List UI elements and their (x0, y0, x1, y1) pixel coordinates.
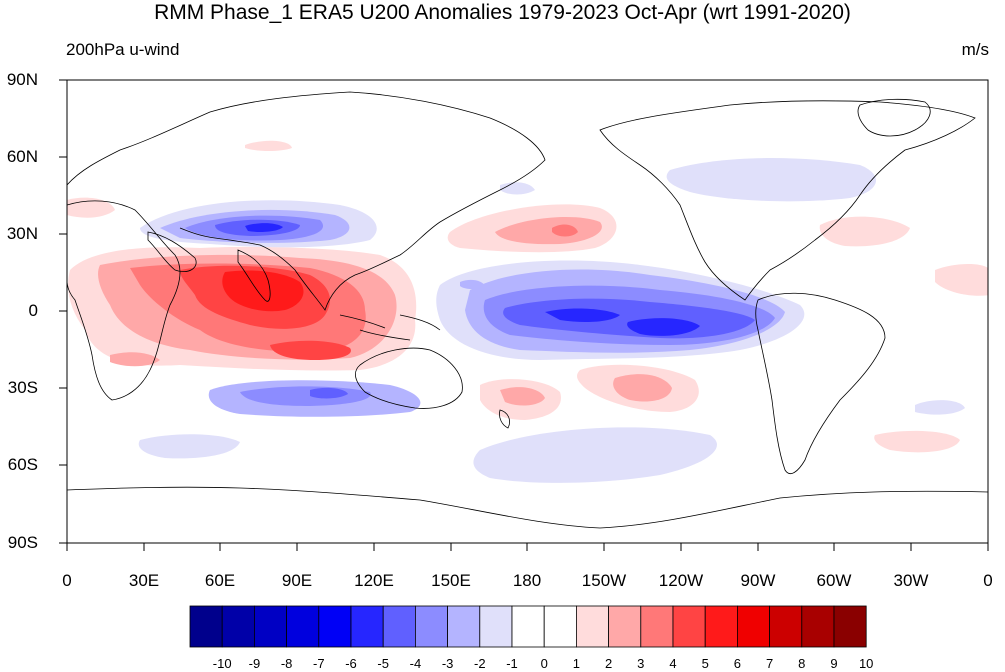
eurasia-coast (67, 91, 546, 311)
lon-label: 120E (354, 571, 394, 590)
colorbar-tick-label: -4 (409, 656, 422, 671)
colorbar-tick-label: 0 (540, 656, 548, 671)
axis-ticks (59, 79, 989, 551)
colorbar-tick-label: -6 (345, 656, 357, 671)
australia-coast (355, 347, 463, 409)
colorbar-tick-label: -5 (377, 656, 389, 671)
lon-label: 150W (581, 571, 627, 590)
colorbar-swatch (704, 605, 738, 648)
india-coast (237, 249, 271, 302)
lat-label: 60S (7, 455, 38, 474)
colorbar-swatch (479, 605, 513, 648)
colorbar-tick-label: -3 (441, 656, 454, 671)
colorbar-tick-label: 10 (858, 656, 874, 671)
north-america-coast (599, 100, 976, 301)
lon-label: 120W (658, 571, 704, 590)
colorbar-tick-label: -10 (212, 656, 232, 671)
lon-label: 90W (740, 571, 776, 590)
units-label: m/s (961, 40, 989, 59)
variable-label: 200hPa u-wind (66, 40, 180, 59)
colorbar-swatch (318, 605, 352, 648)
africa-coast (67, 200, 181, 401)
lon-label: 30E (128, 571, 160, 590)
lon-label: 60E (204, 571, 236, 590)
lon-label: 60W (816, 571, 852, 590)
colorbar-swatch (286, 605, 320, 648)
colorbar-tick-label: 2 (604, 656, 613, 671)
colorbar-swatch (576, 605, 610, 648)
new-zealand-coast (499, 409, 510, 429)
colorbar-swatch (447, 605, 481, 648)
colorbar-tick-label: -8 (280, 656, 293, 671)
lon-label: 90E (281, 571, 313, 590)
colorbar-tick-label: 3 (637, 656, 645, 671)
colorbar-swatch (543, 605, 577, 648)
lat-label: 90N (6, 70, 38, 89)
lat-label: 60N (6, 147, 38, 166)
colorbar-swatch (737, 605, 771, 648)
colorbar-swatch (672, 605, 706, 648)
colorbar (189, 605, 867, 648)
colorbar-tick-label: 5 (701, 656, 709, 671)
positive-anomaly-patches (67, 140, 988, 453)
greenland-coast (857, 98, 931, 137)
lon-label: 0 (62, 571, 72, 590)
colorbar-tick-label: -1 (506, 656, 518, 671)
colorbar-swatch (414, 605, 448, 648)
colorbar-swatch (382, 605, 416, 648)
lat-label: 30S (7, 378, 38, 397)
colorbar-swatch (221, 605, 255, 648)
colorbar-swatch (253, 605, 287, 648)
antarctica-coast (67, 486, 988, 529)
map-title: RMM Phase_1 ERA5 U200 Anomalies 1979-202… (154, 1, 851, 24)
negative-anomaly-field (138, 158, 965, 483)
southeast-asia-islands (339, 314, 441, 341)
coastlines (67, 91, 988, 529)
colorbar-tick-label: 6 (733, 656, 741, 671)
colorbar-tick-label: 7 (765, 656, 774, 671)
south-america-coast (755, 292, 886, 474)
colorbar-tick-label: 1 (572, 656, 580, 671)
lon-label: 30W (893, 571, 929, 590)
lat-label: 0 (28, 301, 38, 320)
lon-label: 0 (983, 571, 993, 590)
colorbar-swatch (801, 605, 835, 648)
colorbar-tick-label: 4 (669, 656, 677, 671)
lon-label: 150E (431, 571, 471, 590)
colorbar-swatch (769, 605, 803, 648)
colorbar-swatch (833, 605, 867, 648)
colorbar-swatch (640, 605, 674, 648)
colorbar-swatch (608, 605, 642, 648)
anomaly-field (67, 91, 988, 529)
colorbar-swatch (189, 605, 223, 648)
lon-label: 180 (512, 571, 542, 590)
arabia-coast (147, 231, 197, 273)
colorbar-swatch (350, 605, 384, 648)
lat-label: 30N (6, 224, 38, 243)
lat-label: 90S (7, 533, 38, 552)
colorbar-tick-label: 8 (798, 656, 806, 671)
colorbar-tick-label: 9 (830, 656, 838, 671)
positive-anomaly-indian-ocean (68, 246, 417, 371)
colorbar-swatch (511, 605, 545, 648)
colorbar-tick-label: -9 (248, 656, 261, 671)
colorbar-tick-label: -7 (313, 656, 325, 671)
colorbar-tick-label: -2 (474, 656, 486, 671)
